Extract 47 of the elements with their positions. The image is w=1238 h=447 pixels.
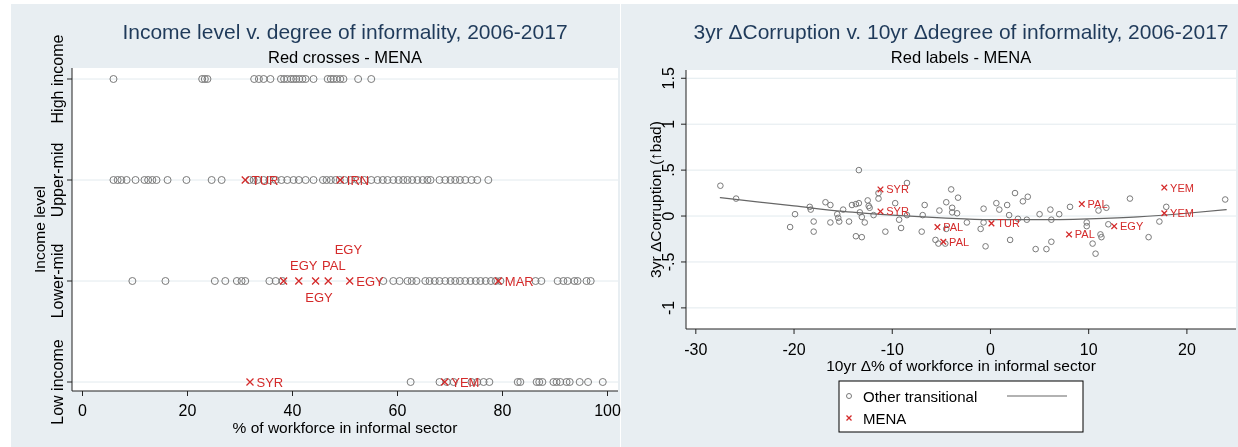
data-label: YEM (451, 374, 480, 390)
data-label: PAL (1074, 228, 1095, 241)
x-axis-title: % of workforce in informal sector (232, 418, 458, 436)
data-label: YEM (1170, 207, 1194, 220)
x-tick-label: 60 (388, 401, 407, 419)
y-tick-label: -1 (659, 300, 677, 315)
x-tick-label: 20 (1177, 340, 1196, 358)
x-tick-label: 100 (594, 401, 621, 419)
data-label: SYR (886, 183, 909, 196)
data-label: SYR (256, 374, 284, 390)
legend-label: MENA (863, 409, 907, 427)
data-label: EGY (356, 273, 385, 289)
x-tick-label: 0 (986, 340, 996, 358)
x-tick-label: 10 (1079, 340, 1098, 358)
x-tick-label: -20 (782, 340, 806, 358)
data-label: EGY (1120, 220, 1144, 233)
data-label: EGY (290, 257, 318, 273)
data-label: TUR (997, 217, 1020, 230)
legend-label: Other transitional (863, 387, 978, 405)
data-label: PAL (1087, 198, 1108, 211)
x-tick-label: 40 (283, 401, 302, 419)
data-label: MAR (504, 273, 534, 289)
data-label: SYR (886, 205, 909, 218)
chart-subtitle: Red crosses - MENA (267, 48, 423, 66)
y-tick-label: Upper-mid (48, 142, 66, 218)
y-axis-title: Income level (30, 185, 48, 274)
data-label: PAL (943, 221, 964, 234)
y-tick-label: Lower-mid (48, 243, 66, 319)
chart-title: Income level v. degree of informality, 2006-2017 (122, 19, 568, 43)
data-label: YEM (1170, 181, 1194, 194)
x-tick-label: -10 (880, 340, 904, 358)
data-label: TUR (251, 172, 279, 188)
x-axis-title: 10yr Δ% of workforce in informal sector (826, 356, 1096, 374)
data-label: EGY (305, 289, 334, 305)
x-tick-label: 0 (78, 401, 88, 419)
chart-title: 3yr ΔCorruption v. 10yr Δdegree of informality, 2006-2017 (693, 19, 1229, 43)
y-tick-label: High income (48, 34, 66, 124)
data-label: IRN (346, 172, 370, 188)
data-label: EGY (334, 241, 363, 257)
data-label: PAL (949, 235, 970, 248)
chart-subtitle: Red labels - MENA (890, 48, 1032, 66)
y-tick-label: Low income (48, 339, 66, 425)
x-tick-label: -30 (684, 340, 708, 358)
x-tick-label: 20 (178, 401, 197, 419)
data-label: PAL (322, 257, 346, 273)
x-tick-label: 80 (493, 401, 512, 419)
y-tick-label: 1.5 (659, 67, 677, 90)
